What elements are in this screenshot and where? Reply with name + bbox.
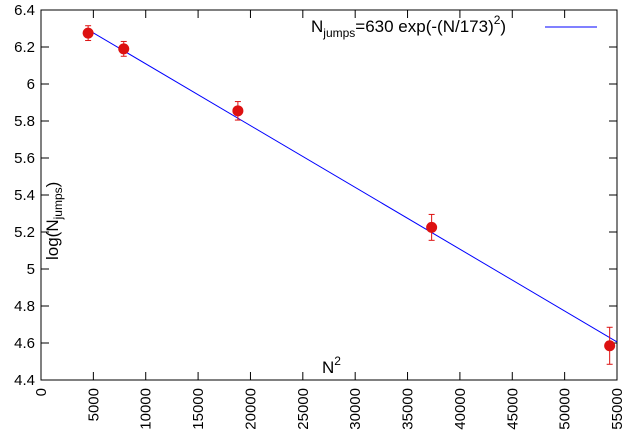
y-tick-label: 6.2: [14, 39, 35, 56]
x-tick-label: 15000: [190, 388, 207, 430]
y-tick-label: 4.8: [14, 298, 35, 315]
axis-ticks: [40, 9, 618, 381]
x-tick-label: 30000: [347, 388, 364, 430]
y-tick-label: 5.4: [14, 187, 35, 204]
y-tick-label: 5: [27, 261, 35, 278]
y-tick-label: 5.2: [14, 224, 35, 241]
y-axis-label: log(Njumps): [43, 182, 65, 260]
data-points-layer: [82, 25, 616, 365]
y-tick-label: 4.4: [14, 372, 35, 389]
fit-line: [87, 29, 618, 343]
y-tick-label: 5.8: [14, 113, 35, 130]
x-tick-label: 50000: [557, 388, 574, 430]
data-point: [118, 40, 130, 57]
y-tick-label: 6.4: [14, 2, 35, 19]
x-tick-label: 55000: [609, 388, 626, 430]
legend: Njumps=630 exp(-(N/173)2): [311, 13, 597, 40]
point-marker: [232, 105, 244, 117]
fit-line-layer: [87, 29, 618, 343]
y-tick-label: 6: [27, 76, 35, 93]
x-axis-label: N2: [322, 354, 341, 377]
data-point: [232, 101, 244, 121]
plot-border: [40, 9, 618, 381]
data-point: [426, 213, 438, 241]
x-tick-label: 20000: [242, 388, 259, 430]
x-tick-label: 5000: [85, 388, 102, 421]
data-point: [82, 25, 94, 42]
point-marker: [82, 27, 94, 39]
x-tick-label: 0: [33, 388, 50, 396]
x-tick-label: 40000: [452, 388, 469, 430]
y-tick-label: 5.6: [14, 150, 35, 167]
x-tick-label: 45000: [504, 388, 521, 430]
point-marker: [118, 43, 130, 55]
point-marker: [426, 221, 438, 233]
y-tick-label: 4.6: [14, 335, 35, 352]
x-tick-label: 10000: [138, 388, 155, 430]
data-point: [604, 326, 616, 365]
y-tick-labels: 4.4 4.6 4.8 5 5.2 5.4 5.6 5.8 6 6.2 6.4: [14, 2, 35, 389]
x-tick-labels: 0 5000 10000 15000 20000 25000 30000 35000 40000…: [33, 388, 626, 430]
legend-label: Njumps=630 exp(-(N/173)2): [311, 13, 506, 40]
x-tick-label: 25000: [295, 388, 312, 430]
x-tick-label: 35000: [400, 388, 417, 430]
plot-frame: [40, 9, 618, 381]
point-marker: [604, 340, 616, 352]
